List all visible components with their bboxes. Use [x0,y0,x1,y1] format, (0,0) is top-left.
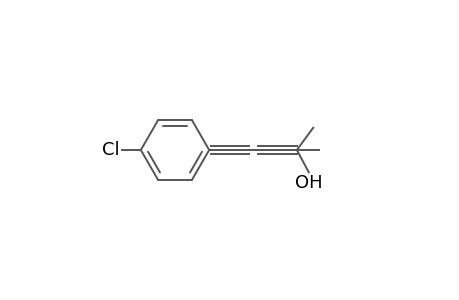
Text: OH: OH [294,174,322,192]
Text: Cl: Cl [102,141,120,159]
